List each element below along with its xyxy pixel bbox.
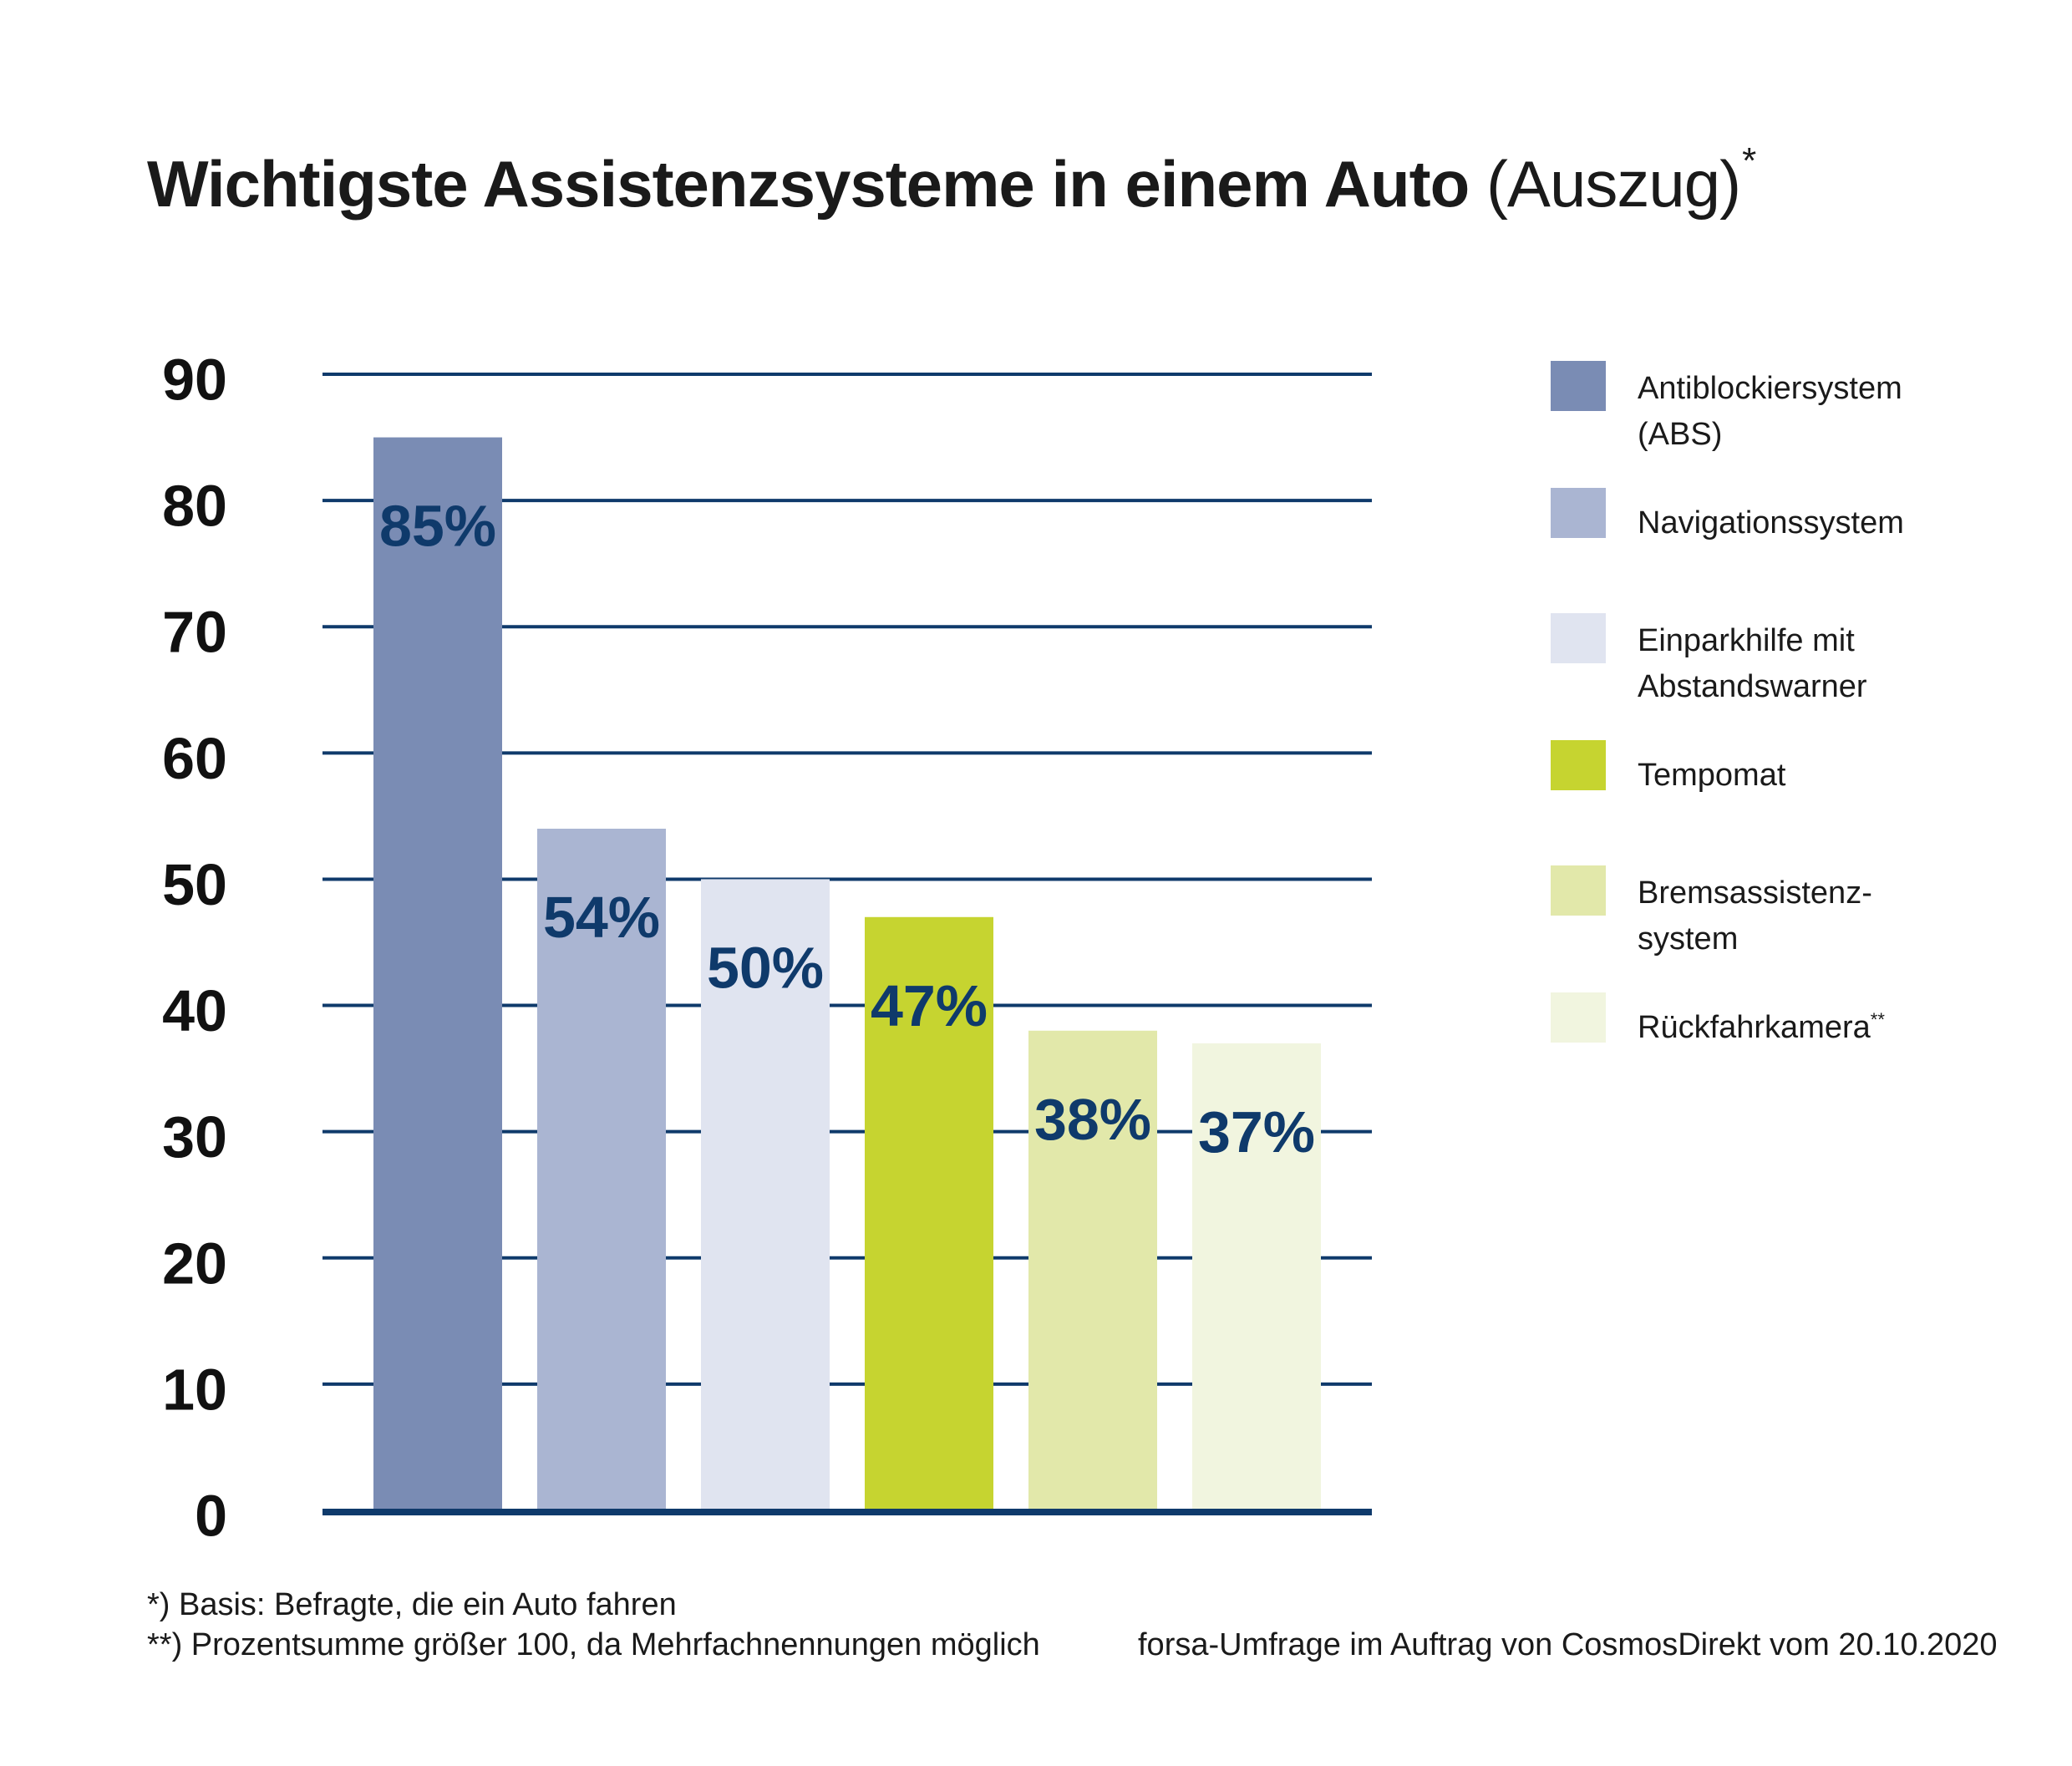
- legend-label: Navigationssystem: [1638, 505, 1904, 540]
- legend-label: Tempomat: [1638, 758, 1786, 793]
- y-tick-label: 30: [162, 1104, 227, 1170]
- legend-swatch: [1551, 740, 1606, 790]
- data-label: 38%: [1034, 1087, 1151, 1152]
- legend-swatch: [1551, 865, 1606, 916]
- y-tick-label: 70: [162, 600, 227, 665]
- y-tick-label: 10: [162, 1357, 227, 1422]
- y-tick-label: 20: [162, 1231, 227, 1296]
- data-label: 37%: [1198, 1099, 1315, 1165]
- footnote-multiple-answers: **) Prozentsumme größer 100, da Mehrfach…: [147, 1627, 1040, 1662]
- chart-title-marker: *: [1742, 140, 1756, 181]
- footnote-basis: *) Basis: Befragte, die ein Auto fahren: [147, 1587, 677, 1622]
- legend-swatch: [1551, 361, 1606, 411]
- y-axis-ticks: 0 10 20 30 40 50 60 70 80 90: [162, 347, 227, 1548]
- y-tick-label: 90: [162, 347, 227, 412]
- data-label: 54%: [543, 885, 660, 950]
- bar: [373, 437, 502, 1510]
- bar: [701, 879, 830, 1510]
- legend-label: Bremsassistenz- system: [1638, 875, 1872, 957]
- source-note: forsa-Umfrage im Auftrag von CosmosDirek…: [1138, 1627, 1998, 1662]
- legend-swatch: [1551, 488, 1606, 538]
- data-label: 85%: [379, 494, 496, 559]
- bar: [537, 829, 666, 1510]
- bar: [865, 916, 993, 1510]
- legend-label: Antiblockiersystem (ABS): [1638, 371, 1902, 452]
- chart-title-main: Wichtigste Assistenzsysteme in einem Aut…: [147, 147, 1470, 221]
- data-labels: 85% 54% 50% 47% 38% 37%: [379, 494, 1315, 1165]
- data-label: 50%: [707, 935, 824, 1000]
- bar: [1192, 1043, 1321, 1510]
- legend-label: Rückfahrkamera**: [1638, 1009, 1885, 1045]
- legend-label: Einparkhilfe mit Abstandswarner: [1638, 623, 1867, 704]
- y-tick-label: 50: [162, 852, 227, 917]
- bars: [373, 437, 1321, 1510]
- data-label: 47%: [871, 973, 988, 1038]
- chart-title-suffix: (Auszug): [1485, 147, 1741, 221]
- legend-swatch: [1551, 613, 1606, 663]
- bar: [1028, 1030, 1157, 1510]
- y-tick-label: 60: [162, 726, 227, 791]
- legend-swatch: [1551, 992, 1606, 1043]
- y-tick-label: 40: [162, 978, 227, 1043]
- chart-title: Wichtigste Assistenzsysteme in einem Aut…: [147, 140, 1756, 222]
- y-tick-label: 80: [162, 474, 227, 539]
- y-tick-label: 0: [195, 1483, 227, 1548]
